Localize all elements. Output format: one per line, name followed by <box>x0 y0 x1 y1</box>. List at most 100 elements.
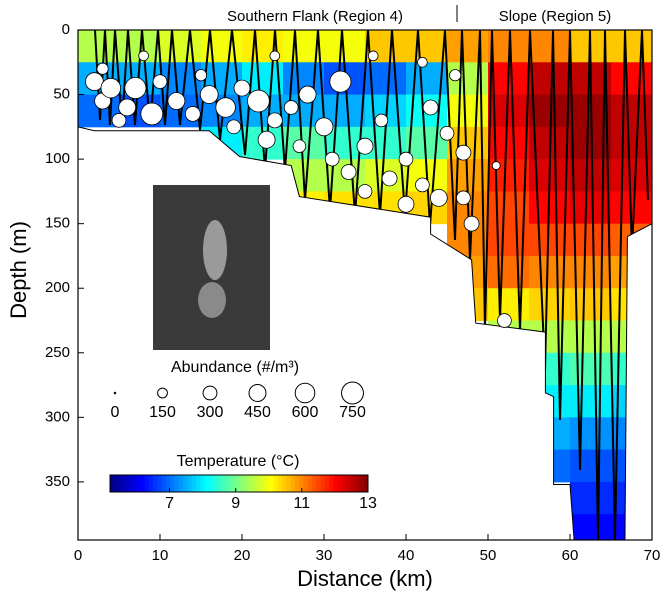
temperature-cell <box>570 514 612 540</box>
y-tick-label: 350 <box>45 473 70 490</box>
colorbar-swatch <box>187 475 193 492</box>
x-tick-label: 30 <box>316 547 333 564</box>
temperature-cell <box>529 417 571 451</box>
colorbar-swatch <box>135 475 141 492</box>
bubble <box>257 130 276 149</box>
legend-label: 150 <box>149 404 176 421</box>
colorbar-swatch <box>234 475 240 492</box>
y-tick-label: 0 <box>62 21 70 38</box>
temperature-cell <box>529 385 571 418</box>
colorbar-swatch <box>127 475 132 492</box>
temperature-cell <box>570 223 612 257</box>
colorbar-swatch <box>114 475 120 492</box>
colorbar-swatch <box>337 475 343 492</box>
temperature-cell <box>529 352 571 386</box>
temperature-cell <box>283 191 325 225</box>
colorbar-swatch <box>196 475 201 492</box>
temperature-cell <box>611 62 652 96</box>
colorbar-swatch <box>286 475 292 492</box>
colorbar-tick-label: 9 <box>231 495 240 512</box>
colorbar-swatch <box>144 475 150 492</box>
legend-label: 300 <box>197 404 224 421</box>
temperature-cell <box>570 385 612 418</box>
bubble <box>138 50 149 62</box>
legend-bubble <box>248 384 267 402</box>
bubble <box>283 100 299 115</box>
colorbar-swatch <box>312 475 317 492</box>
colorbar-swatch <box>251 475 257 492</box>
colorbar-swatch <box>346 475 352 492</box>
colorbar-title: Temperature (°C) <box>177 453 300 470</box>
temperature-cell <box>570 191 612 225</box>
temperature-cell <box>570 449 612 483</box>
bubble <box>100 77 121 99</box>
bubble <box>491 161 501 170</box>
bubble <box>415 177 430 193</box>
temperature-cell <box>570 481 612 515</box>
temperature-cell <box>611 320 652 354</box>
colorbar-swatch <box>230 475 236 492</box>
colorbar-swatch <box>273 475 279 492</box>
bubble <box>111 113 127 128</box>
bubble <box>124 77 147 100</box>
colorbar-swatch <box>161 475 167 492</box>
colorbar-swatch <box>153 475 158 492</box>
bubble <box>329 70 352 93</box>
bubble <box>398 151 414 167</box>
colorbar-swatch <box>355 475 360 492</box>
colorbar-swatch <box>294 475 300 492</box>
bubble <box>374 113 389 128</box>
y-tick-label: 150 <box>45 215 70 232</box>
legend-bubble <box>294 382 316 404</box>
legend-bubble <box>113 391 117 395</box>
bubble <box>439 125 455 141</box>
temperature-cell <box>611 30 652 63</box>
x-tick-label: 10 <box>152 547 169 564</box>
legend-label: 600 <box>292 404 319 421</box>
bubble <box>429 188 448 207</box>
legend-bubble <box>157 387 168 399</box>
temperature-cell <box>611 94 652 128</box>
colorbar-swatch <box>269 475 274 492</box>
bubble <box>194 69 208 82</box>
temperature-cell <box>611 514 652 540</box>
bubble <box>422 99 439 116</box>
legend-label: 0 <box>111 404 120 421</box>
temperature-cell <box>529 62 571 96</box>
colorbar-swatch <box>183 475 188 492</box>
colorbar-tick-label: 7 <box>165 495 174 512</box>
colorbar-swatch <box>325 475 330 492</box>
bubble <box>247 89 270 113</box>
temperature-cell <box>160 30 202 63</box>
colorbar-swatch <box>260 475 266 492</box>
bubble <box>167 92 186 110</box>
y-tick-label: 250 <box>45 344 70 361</box>
colorbar-swatch <box>329 475 335 492</box>
colorbar-swatch <box>264 475 270 492</box>
colorbar-swatch <box>200 475 206 492</box>
y-tick-label: 100 <box>45 150 70 167</box>
colorbar-swatch <box>303 475 309 492</box>
x-axis-label: Distance (km) <box>297 566 433 591</box>
colorbar-swatch <box>307 475 313 492</box>
colorbar-swatch <box>208 475 214 492</box>
colorbar-swatch <box>118 475 124 492</box>
y-tick-label: 50 <box>53 86 70 103</box>
temperature-cell <box>570 417 612 451</box>
colorbar-swatch <box>174 475 180 492</box>
colorbar-tick-label: 11 <box>294 495 311 512</box>
temperature-cell <box>611 288 652 322</box>
temperature-cell <box>529 288 571 322</box>
colorbar-tick-label: 13 <box>359 495 377 512</box>
colorbar-swatch <box>140 475 145 492</box>
bubble <box>118 98 137 117</box>
legend-label: 450 <box>244 404 271 421</box>
bubble <box>497 313 512 328</box>
bubble <box>226 119 242 135</box>
colorbar-swatch <box>178 475 184 492</box>
x-tick-label: 60 <box>562 547 579 564</box>
temperature-cell <box>570 255 612 289</box>
bubble <box>314 117 334 137</box>
colorbar-swatch <box>277 475 283 492</box>
